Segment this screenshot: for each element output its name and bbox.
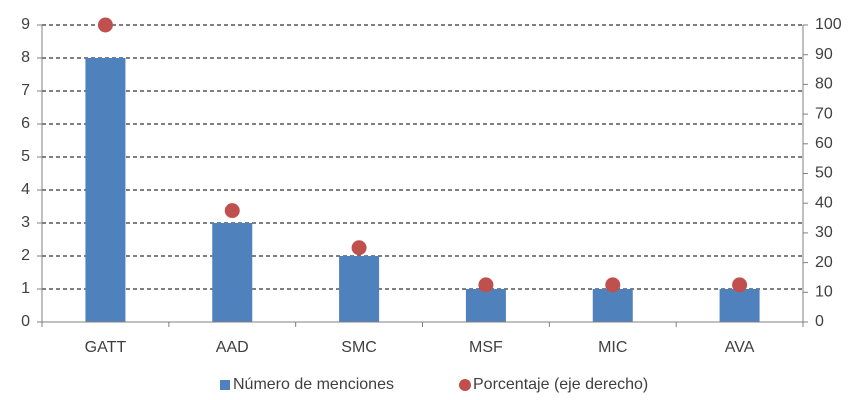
point: [224, 203, 240, 219]
x-tick-label: MSF: [469, 339, 503, 356]
y2-tick-label: 80: [815, 76, 833, 93]
y-tick-label: 7: [21, 82, 30, 99]
y2-tick-label: 60: [815, 135, 833, 152]
y-tick-label: 1: [21, 280, 30, 297]
x-tick-label: GATT: [85, 339, 127, 356]
x-tick-label: MIC: [598, 339, 627, 356]
bar: [339, 256, 380, 322]
y2-tick-label: 50: [815, 165, 833, 182]
point: [605, 277, 621, 293]
y-tick-label: 6: [21, 115, 30, 132]
x-tick-label: AVA: [725, 339, 755, 356]
y-tick-label: 2: [21, 247, 30, 264]
x-tick-label: AAD: [216, 339, 249, 356]
bar: [719, 289, 760, 322]
legend-swatch: [459, 379, 471, 391]
x-tick-label: SMC: [341, 339, 377, 356]
y2-tick-label: 100: [815, 16, 842, 33]
y-tick-label: 3: [21, 214, 30, 231]
y2-tick-label: 70: [815, 105, 833, 122]
legend-swatch: [220, 380, 230, 390]
y-tick-label: 8: [21, 49, 30, 66]
y2-tick-label: 10: [815, 284, 833, 301]
bar: [465, 289, 506, 322]
legend-label: Porcentaje (eje derecho): [473, 376, 648, 393]
y2-tick-label: 90: [815, 46, 833, 63]
y2-tick-label: 20: [815, 254, 833, 271]
y2-tick-label: 40: [815, 194, 833, 211]
y-tick-label: 0: [21, 313, 30, 330]
point: [97, 17, 113, 33]
point: [478, 277, 494, 293]
y2-tick-label: 30: [815, 224, 833, 241]
bar: [85, 58, 126, 322]
legend-label: Número de menciones: [233, 376, 394, 393]
point: [732, 277, 748, 293]
point: [351, 240, 367, 256]
y2-tick-label: 0: [815, 313, 824, 330]
bar: [212, 223, 253, 322]
y-tick-label: 9: [21, 16, 30, 33]
y-tick-label: 5: [21, 148, 30, 165]
bar: [592, 289, 633, 322]
y-tick-label: 4: [21, 181, 30, 198]
